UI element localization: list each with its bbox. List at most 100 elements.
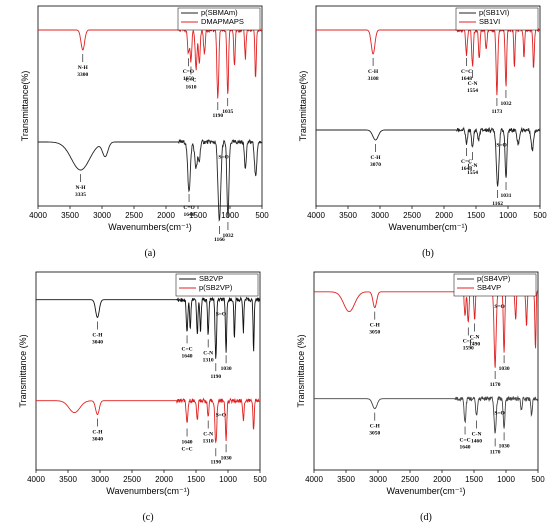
- x-tick-label: 4000: [307, 211, 325, 220]
- x-tick-label: 3500: [61, 211, 79, 220]
- chart-panel-a: 4000 3500 3000 2500 2000 1500 1000 500 Wavenumbe…: [0, 0, 272, 262]
- series-line: [316, 126, 541, 187]
- x-tick-label: 1500: [467, 211, 485, 220]
- x-tick-label: 2000: [155, 475, 173, 484]
- series-line: [38, 26, 263, 99]
- peak-annotation: 1460: [471, 439, 482, 445]
- peak-annotation: C-H: [92, 430, 103, 436]
- x-tick-label: 1000: [499, 211, 517, 220]
- peak-annotation: C=C: [463, 338, 474, 344]
- peak-annotation: 1190: [210, 374, 221, 380]
- peak-annotation: 1554: [467, 88, 478, 94]
- peak-annotation: 1648: [461, 76, 472, 82]
- legend-label: p(SB1VI): [479, 8, 510, 17]
- legend-box: [453, 273, 537, 297]
- x-tick-label: 1000: [497, 475, 515, 484]
- chart-svg: 4000 3500 3000 2500 2000 1500 1000 500 Wavenumbe…: [20, 5, 269, 259]
- series-line: [36, 296, 261, 359]
- x-tick-label: 2000: [435, 211, 453, 220]
- peak-annotation: 1190: [212, 113, 223, 119]
- peak-annotation: C-N: [468, 163, 478, 169]
- x-axis-label: Wavenumbers(cm⁻¹): [108, 222, 191, 232]
- legend-label: p(SB2VP): [199, 283, 233, 292]
- panel-caption: (a): [144, 248, 155, 259]
- series-line: [36, 397, 261, 444]
- x-tick-label: 1500: [189, 211, 207, 220]
- legend-label: DMAPMAPS: [201, 17, 244, 26]
- peak-annotation: 1173: [492, 109, 503, 115]
- peak-annotation: 3050: [369, 330, 380, 336]
- peak-annotation: C-N: [203, 350, 213, 356]
- peak-annotation: N-H: [76, 185, 87, 191]
- peak-annotation: 1030: [499, 366, 510, 372]
- peak-annotation: S=O: [216, 413, 227, 419]
- peak-annotation: 1640: [184, 212, 195, 218]
- series-line: [38, 138, 263, 222]
- panel-caption: (c): [142, 512, 153, 523]
- x-tick-label: 1000: [221, 211, 239, 220]
- legend-label: SB4VP: [477, 283, 501, 292]
- x-tick-label: 500: [533, 211, 547, 220]
- x-tick-label: 500: [531, 475, 545, 484]
- x-tick-label: 2500: [125, 211, 143, 220]
- chart-panel-b: 4000 3500 3000 2500 2000 1500 1000 500 Wavenumbe…: [278, 0, 550, 262]
- y-axis-label: Transmittance(%): [20, 71, 30, 142]
- x-tick-label: 1500: [465, 475, 483, 484]
- x-tick-label: 4000: [27, 475, 45, 484]
- series-line: [316, 26, 540, 96]
- legend-label: SB1VI: [479, 17, 500, 26]
- peak-annotation: C-N: [468, 81, 478, 87]
- peak-annotation: N-H: [78, 65, 89, 71]
- legend-label: SB2VP: [199, 274, 223, 283]
- x-tick-label: 500: [255, 211, 269, 220]
- y-axis-label: Transmittance (%): [18, 334, 28, 407]
- peak-annotation: C=C: [182, 346, 193, 352]
- plot-frame: [37, 5, 263, 207]
- x-tick-label: 3000: [93, 211, 111, 220]
- peak-annotation: C=C: [461, 69, 472, 75]
- peak-annotation: 1162: [492, 201, 503, 207]
- series-line: [314, 395, 539, 434]
- peak-annotation: C-N: [470, 335, 480, 341]
- plot-frame: [313, 271, 539, 471]
- peak-annotation: 1032: [222, 233, 233, 239]
- x-tick-label: 1500: [187, 475, 205, 484]
- peak-annotation: 3050: [369, 431, 380, 437]
- x-axis-label: Wavenumbers(cm⁻¹): [106, 486, 189, 496]
- peak-annotation: 1640: [182, 353, 193, 359]
- x-tick-label: 2500: [123, 475, 141, 484]
- legend-label: p(SB4VP): [477, 274, 511, 283]
- peak-annotation: S=O: [496, 142, 507, 148]
- peak-annotation: 1170: [490, 449, 501, 455]
- peak-annotation: 1166: [214, 237, 225, 243]
- peak-annotation: 3070: [370, 162, 381, 168]
- peak-annotation: 1030: [499, 443, 510, 449]
- peak-annotation: C=C: [460, 437, 471, 443]
- peak-annotation: 1190: [210, 459, 221, 465]
- peak-annotation: 1032: [500, 101, 511, 107]
- x-tick-label: 500: [253, 475, 267, 484]
- peak-annotation: 1590: [463, 345, 474, 351]
- x-tick-label: 2500: [403, 211, 421, 220]
- legend-box: [177, 7, 261, 31]
- legend-box: [455, 7, 539, 31]
- panel-caption: (d): [420, 512, 432, 523]
- peak-annotation: S=O: [494, 304, 505, 310]
- peak-annotation: S=O: [218, 155, 229, 161]
- chart-svg: 4000 3500 3000 2500 2000 1500 1000 500 Wavenumbe…: [296, 271, 545, 523]
- peak-annotation: S=O: [494, 411, 505, 417]
- panel-caption: (b): [422, 248, 434, 259]
- y-axis-label: Transmittance (%): [296, 334, 306, 407]
- peak-annotation: 1030: [221, 366, 232, 372]
- peak-annotation: 3335: [75, 192, 86, 198]
- peak-annotation: 1640: [182, 439, 193, 445]
- chart-svg: 4000 3500 3000 2500 2000 1500 1000 500 Wavenumbe…: [18, 271, 267, 523]
- x-tick-label: 2000: [433, 475, 451, 484]
- x-tick-label: 2500: [401, 475, 419, 484]
- peak-annotation: S=O: [216, 312, 227, 318]
- peak-annotation: 1030: [221, 455, 232, 461]
- peak-annotation: 1640: [460, 444, 471, 450]
- plot-frame: [315, 5, 541, 207]
- peak-annotation: 3040: [92, 437, 103, 443]
- peak-annotation: 3040: [92, 340, 103, 346]
